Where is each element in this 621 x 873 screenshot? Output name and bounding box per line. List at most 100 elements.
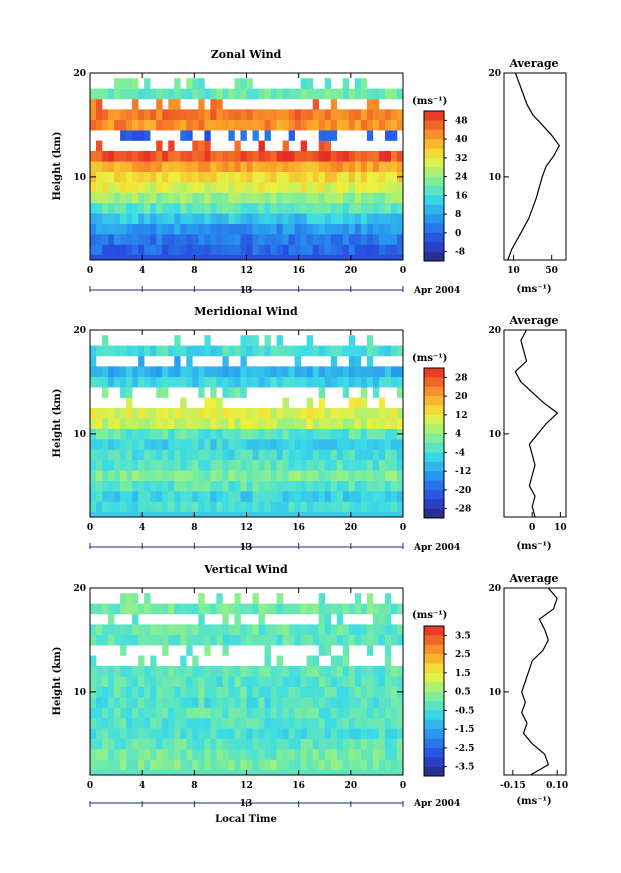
heat-cell: [162, 728, 169, 739]
heat-cell: [204, 697, 211, 708]
colorbar-segment: [424, 232, 444, 243]
heat-cell: [384, 459, 392, 471]
heat-cell: [330, 707, 338, 719]
heat-cell: [336, 686, 344, 698]
heat-cell: [150, 634, 157, 646]
heat-cell: [222, 192, 229, 204]
heat-cell: [156, 418, 163, 429]
heat-cell: [150, 603, 157, 615]
heat-cell: [198, 759, 205, 771]
heat-cell: [222, 428, 229, 440]
heat-cell: [138, 655, 145, 667]
heat-cell: [144, 234, 151, 245]
heat-cell: [126, 697, 133, 708]
heat-cell: [144, 665, 151, 677]
colorbar-tick-label: 8: [455, 210, 461, 220]
heat-cell: [204, 738, 211, 750]
heat-cell: [246, 254, 253, 260]
heat-cell: [264, 161, 271, 172]
heat-cell: [372, 634, 380, 646]
colorbar-segment: [424, 111, 444, 121]
heat-cell: [234, 697, 241, 708]
heat-cell: [192, 480, 199, 492]
heat-cell: [252, 738, 259, 750]
heat-cell: [168, 501, 175, 513]
heat-cell: [198, 428, 205, 440]
heat-cell: [252, 223, 259, 235]
heat-cell: [222, 366, 229, 378]
heat-cell: [240, 511, 247, 517]
heat-cell: [294, 624, 301, 636]
heat-cell: [156, 119, 163, 131]
heat-cell: [120, 244, 127, 256]
heat-cell: [318, 749, 326, 760]
heat-cell: [318, 150, 326, 162]
heat-cell: [324, 418, 332, 429]
heat-cell: [258, 717, 265, 729]
heat-cell: [210, 707, 217, 719]
heat-cell: [204, 624, 211, 636]
heat-cell: [312, 119, 320, 131]
heat-cell: [108, 665, 115, 677]
heat-cell: [126, 171, 133, 183]
heat-cell: [234, 665, 241, 677]
colorbar-tick-label: 1.5: [455, 669, 471, 679]
heat-cell: [138, 769, 145, 775]
heat-cell: [300, 439, 307, 450]
heat-cell: [210, 376, 217, 388]
heat-cell: [384, 366, 392, 378]
profile-xlabel: (ms⁻¹): [516, 796, 551, 807]
heat-cell: [180, 254, 187, 260]
heat-cell: [162, 686, 169, 698]
heat-cell: [264, 130, 271, 141]
colorbar-segment: [424, 396, 444, 406]
heat-cell: [234, 707, 241, 719]
heat-cell: [390, 376, 398, 388]
heat-cell: [318, 593, 326, 604]
heat-cell: [294, 213, 301, 224]
heat-cell: [138, 707, 145, 719]
heat-cell: [354, 119, 362, 131]
heat-cell: [138, 428, 145, 440]
heat-cell: [126, 407, 133, 419]
heat-cell: [150, 88, 157, 100]
heat-cell: [336, 376, 344, 388]
heat-cell: [372, 665, 380, 677]
heat-cell: [252, 376, 259, 388]
heat-cell: [306, 665, 314, 677]
heat-cell: [180, 697, 187, 708]
heat-cell: [126, 728, 133, 739]
heat-cell: [240, 130, 247, 141]
heat-cell: [354, 254, 362, 260]
heat-cell: [120, 387, 127, 398]
colorbar-segment: [424, 672, 444, 683]
heat-cell: [300, 470, 307, 481]
heat-cell: [234, 470, 241, 481]
heatmap-field: [90, 593, 404, 775]
heat-cell: [366, 603, 374, 615]
heat-cell: [108, 738, 115, 750]
heat-cell: [252, 634, 259, 646]
heat-cell: [174, 345, 181, 357]
heat-cell: [348, 88, 356, 100]
heat-cell: [150, 686, 157, 698]
heat-cell: [102, 717, 109, 729]
heat-cell: [216, 439, 223, 450]
heat-cell: [282, 140, 289, 152]
heat-cell: [216, 769, 223, 775]
heat-cell: [258, 449, 265, 461]
heat-cell: [264, 376, 271, 388]
heat-cell: [108, 634, 115, 646]
heat-cell: [156, 171, 163, 183]
heat-cell: [156, 223, 163, 235]
heat-cell: [258, 603, 265, 615]
heat-cell: [348, 634, 356, 646]
heat-cell: [354, 234, 362, 245]
heat-cell: [198, 244, 205, 256]
heat-cell: [378, 192, 386, 204]
heat-cell: [222, 355, 229, 367]
heat-cell: [384, 738, 392, 750]
heat-cell: [306, 511, 314, 517]
heat-cell: [258, 345, 265, 357]
heat-cell: [228, 491, 235, 502]
